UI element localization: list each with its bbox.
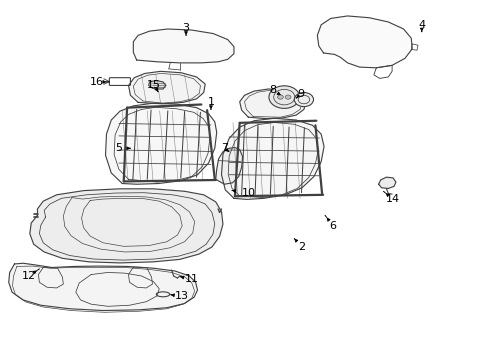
- Circle shape: [285, 95, 290, 99]
- Text: 9: 9: [297, 89, 304, 99]
- Circle shape: [277, 95, 283, 99]
- Text: 11: 11: [184, 274, 199, 284]
- Circle shape: [294, 93, 313, 107]
- Polygon shape: [9, 263, 197, 311]
- Circle shape: [268, 86, 299, 108]
- Text: 13: 13: [175, 292, 189, 301]
- Text: 15: 15: [146, 80, 160, 90]
- Polygon shape: [105, 103, 216, 184]
- Polygon shape: [128, 71, 205, 104]
- Polygon shape: [133, 29, 233, 63]
- Polygon shape: [239, 89, 305, 118]
- Text: 6: 6: [329, 221, 336, 231]
- Text: 3: 3: [182, 23, 189, 33]
- Polygon shape: [221, 118, 324, 199]
- Text: 2: 2: [298, 242, 305, 252]
- Text: 10: 10: [241, 188, 255, 198]
- Text: 7: 7: [221, 143, 227, 153]
- Polygon shape: [317, 16, 411, 68]
- Text: 1: 1: [207, 98, 214, 107]
- Polygon shape: [378, 177, 395, 189]
- Polygon shape: [215, 148, 242, 184]
- Text: 16: 16: [90, 77, 103, 87]
- Text: 4: 4: [417, 20, 425, 30]
- Text: 14: 14: [385, 194, 399, 204]
- Text: 12: 12: [22, 271, 36, 281]
- Text: 8: 8: [269, 85, 276, 95]
- Polygon shape: [30, 189, 223, 263]
- Polygon shape: [148, 81, 165, 89]
- Text: 5: 5: [115, 143, 122, 153]
